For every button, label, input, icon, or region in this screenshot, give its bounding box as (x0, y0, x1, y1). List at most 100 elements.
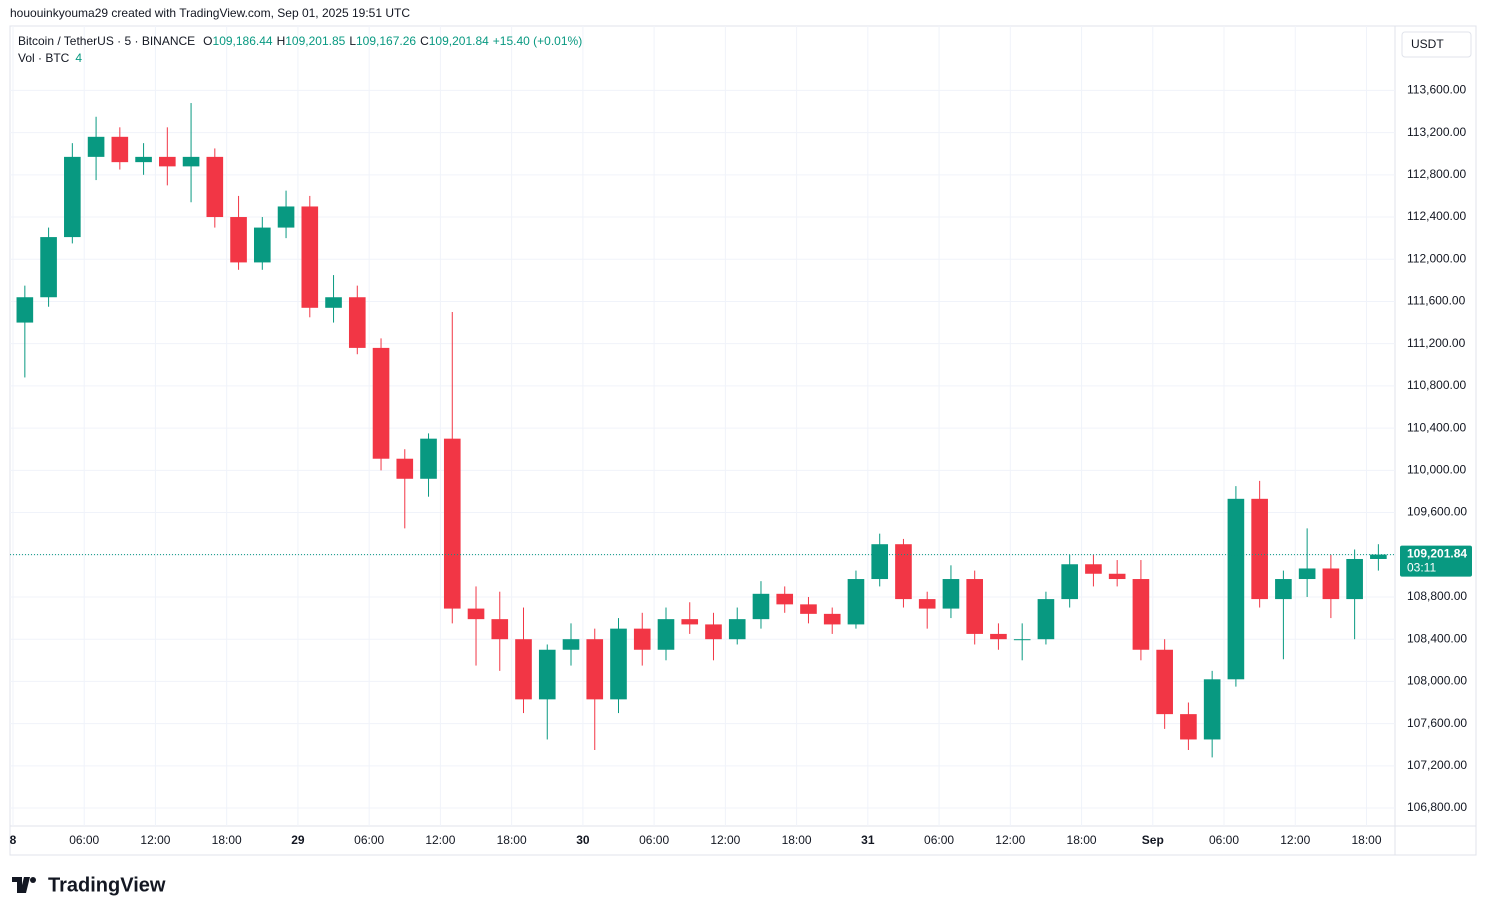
x-tick-label: 06:00 (69, 833, 99, 847)
x-tick-label: 12:00 (1280, 833, 1310, 847)
candle-body (942, 579, 960, 609)
candle-body (467, 608, 485, 620)
candle-body (230, 217, 247, 263)
candle-body (895, 544, 912, 600)
last-price-box (1400, 545, 1472, 577)
candle-body (1180, 714, 1197, 740)
high-value: 109,201.85 (285, 34, 345, 48)
y-tick-label: 111,200.00 (1407, 336, 1466, 350)
y-tick-label: 113,600.00 (1407, 83, 1466, 97)
candle-body (1085, 564, 1102, 574)
candle-body (705, 624, 722, 640)
candle-body (633, 628, 651, 650)
candle-body (1037, 599, 1055, 640)
candle-body (443, 438, 461, 609)
x-tick-label: 18:00 (1351, 833, 1381, 847)
candle-body (752, 593, 770, 620)
candle-body (135, 156, 152, 163)
x-tick-label: 12:00 (710, 833, 740, 847)
candle-body (1013, 639, 1031, 641)
candle-body (1203, 679, 1221, 740)
y-tick-label: 112,000.00 (1407, 251, 1466, 265)
candle-body (1298, 568, 1316, 580)
candle-body (396, 458, 414, 479)
last-price-label: 109,201.84 (1407, 547, 1467, 561)
y-tick-label: 108,000.00 (1407, 674, 1467, 688)
open-label: O (203, 34, 212, 48)
y-tick-label: 110,000.00 (1407, 462, 1466, 476)
currency[interactable]: USDT (1411, 37, 1444, 51)
high-label: H (277, 34, 286, 48)
candle-body (277, 206, 295, 228)
low-label: L (349, 34, 356, 48)
candle-body (159, 156, 176, 167)
candle-body (1346, 558, 1363, 600)
y-tick-label: 108,400.00 (1407, 631, 1467, 645)
y-tick-label: 111,600.00 (1407, 294, 1466, 308)
x-tick-label: 18:00 (1067, 833, 1097, 847)
candle-body (1108, 573, 1126, 580)
labels: 106,800.00 107,200.00 107,600.00 108,000.00… (10, 83, 1472, 847)
candle-body (610, 628, 627, 700)
candle-body (16, 297, 34, 323)
candle-body (800, 604, 817, 614)
candle-body (966, 579, 984, 634)
candle-body (657, 619, 675, 650)
legend: Bitcoin / TetherUS · 5 · BINANCE O109,186… (18, 34, 582, 48)
candle-body (420, 438, 437, 479)
x-tick-label: 18:00 (782, 833, 812, 847)
x-tick-label: 12:00 (425, 833, 455, 847)
y-tick-label: 107,200.00 (1407, 758, 1467, 772)
x-tick-label: 8 (10, 833, 17, 847)
y-tick-label: 106,800.00 (1407, 800, 1467, 814)
candle-body (206, 156, 224, 218)
candle-body (348, 297, 366, 348)
close-label: C (420, 34, 429, 48)
candle-body (1275, 579, 1292, 600)
candle-body (491, 619, 509, 640)
chart-frame (9, 25, 1477, 856)
currency-button[interactable] (1401, 31, 1472, 58)
candle-body (728, 619, 746, 640)
candles (10, 103, 1395, 758)
candle-body (325, 297, 342, 308)
y-tick-label: 112,800.00 (1407, 167, 1466, 181)
candle-body (586, 639, 604, 700)
candle-body (538, 649, 556, 700)
candle-body (871, 544, 889, 580)
volume-label: Vol · BTC (18, 51, 70, 65)
open-value: 109,186.44 (213, 34, 273, 48)
logo-dot (30, 877, 36, 883)
y-tick-label: 107,600.00 (1407, 716, 1467, 730)
logo-text: TradingView (48, 874, 166, 896)
candle-body (776, 593, 794, 605)
candle-body (1061, 564, 1078, 600)
y-tick-label: 110,400.00 (1407, 420, 1466, 434)
x-tick-label: 31 (861, 833, 875, 847)
candle-body (301, 206, 319, 308)
x-tick-label: 06:00 (354, 833, 384, 847)
candle-body (1227, 498, 1245, 680)
x-tick-label: 06:00 (639, 833, 669, 847)
candle-body (87, 136, 105, 157)
change: +15.40 (+0.01%) (493, 34, 582, 48)
x-tick-label: 18:00 (212, 833, 242, 847)
y-tick-label: 112,400.00 (1407, 209, 1466, 223)
candle-body (182, 156, 200, 167)
y-tick-label: 109,600.00 (1407, 505, 1467, 519)
candle-body (515, 639, 532, 700)
candle-body (64, 156, 81, 238)
x-tick-label: 30 (576, 833, 590, 847)
volume-value: 4 (75, 51, 82, 65)
candle-body (372, 347, 390, 459)
logo: TradingView (12, 874, 166, 896)
x-tick-label: 29 (291, 833, 305, 847)
candle-body (823, 613, 841, 625)
candle-body (847, 579, 865, 625)
candle-body (681, 619, 699, 625)
candle-body (990, 633, 1007, 640)
attribution: hououinkyouma29 created with TradingView… (10, 6, 410, 20)
x-tick-label: 12:00 (995, 833, 1025, 847)
